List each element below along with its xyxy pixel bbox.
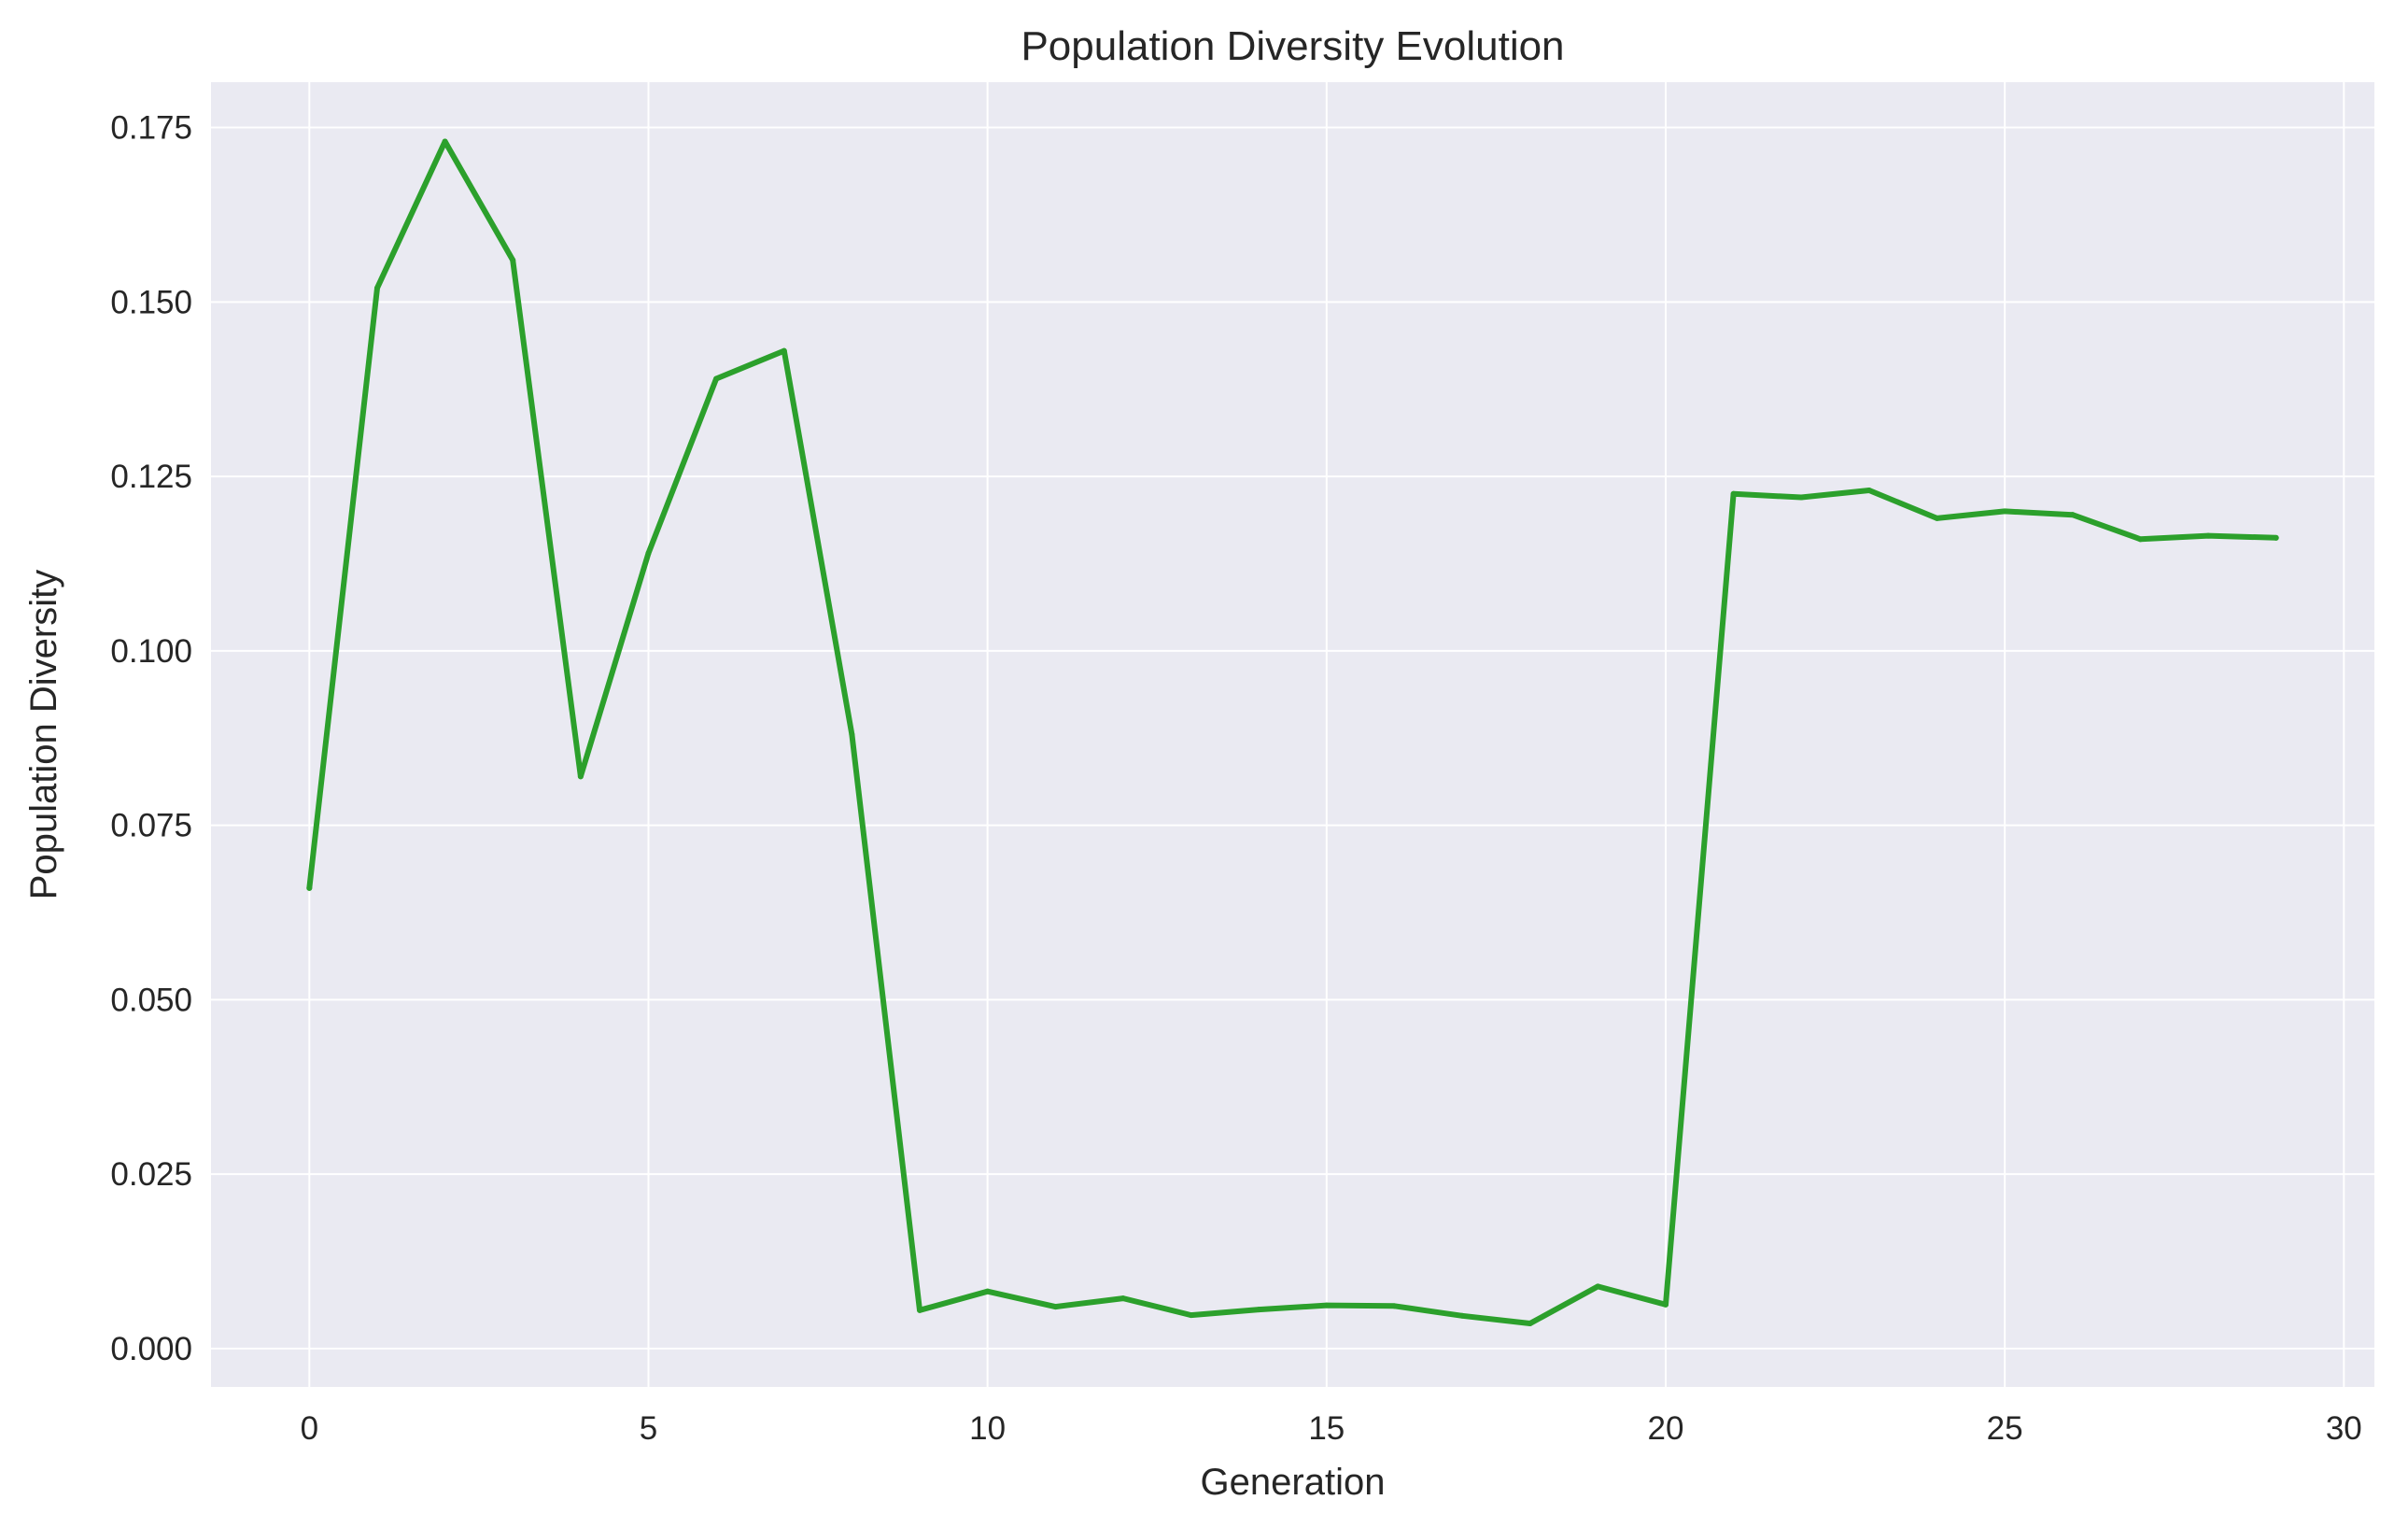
data-point	[2273, 534, 2279, 541]
data-point	[1120, 1295, 1126, 1302]
data-point	[1188, 1312, 1194, 1319]
data-point	[1934, 515, 1940, 521]
data-point	[1866, 488, 1872, 494]
series-layer	[306, 138, 2279, 1327]
plot-area	[211, 82, 2374, 1387]
x-tick-label: 30	[2326, 1410, 2362, 1447]
data-point	[1662, 1301, 1669, 1308]
data-point	[577, 773, 584, 780]
y-tick-label: 0.150	[110, 284, 192, 320]
data-point	[2137, 536, 2144, 543]
y-tick-label: 0.050	[110, 982, 192, 1018]
x-axis-label: Generation	[1201, 1462, 1386, 1503]
y-axis-label: Population Diversity	[23, 570, 64, 900]
y-tick-label: 0.075	[110, 808, 192, 844]
x-tick-label: 15	[1308, 1410, 1345, 1447]
data-point	[1527, 1321, 1533, 1327]
data-point	[2002, 508, 2008, 515]
data-point	[781, 347, 787, 354]
data-point	[1595, 1283, 1601, 1290]
data-point	[645, 550, 652, 557]
data-point	[984, 1288, 991, 1295]
y-tick-label: 0.000	[110, 1331, 192, 1367]
x-tick-label: 10	[969, 1410, 1006, 1447]
data-point	[713, 375, 720, 382]
x-tick-label: 5	[640, 1410, 657, 1447]
data-point	[373, 285, 380, 291]
data-point	[2205, 532, 2212, 539]
y-tick-label: 0.175	[110, 110, 192, 147]
data-point	[1730, 490, 1737, 497]
y-tick-label: 0.025	[110, 1156, 192, 1193]
data-point	[1052, 1304, 1059, 1310]
tick-labels: 0 5 10 15 20 25 30 0.000 0.025 0.050 0.075 0.100 0.1…	[110, 110, 2361, 1447]
data-point	[306, 884, 313, 891]
series-line	[306, 138, 2279, 1326]
grid	[211, 82, 2374, 1387]
chart-title: Population Diversity Evolution	[1021, 23, 1564, 69]
data-point	[1391, 1303, 1398, 1309]
data-point	[2069, 512, 2076, 518]
x-tick-label: 25	[1987, 1410, 2023, 1447]
data-point	[1798, 494, 1805, 501]
y-tick-label: 0.100	[110, 633, 192, 670]
data-point	[442, 138, 448, 145]
x-tick-label: 20	[1648, 1410, 1684, 1447]
x-tick-label: 0	[301, 1410, 318, 1447]
data-point	[510, 257, 516, 263]
data-point	[1323, 1302, 1330, 1309]
data-point	[1459, 1312, 1466, 1319]
data-point	[1256, 1307, 1262, 1313]
data-point	[917, 1307, 923, 1313]
y-tick-label: 0.125	[110, 459, 192, 495]
data-point	[849, 731, 855, 738]
